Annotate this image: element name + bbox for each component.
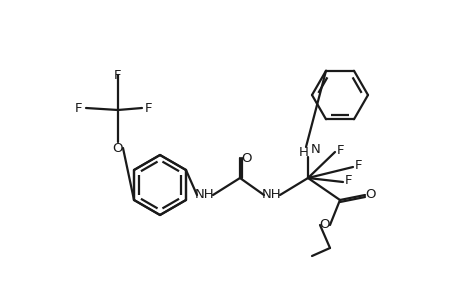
Text: O: O	[112, 142, 123, 154]
Text: NH: NH	[262, 188, 281, 202]
Text: O: O	[365, 188, 375, 202]
Text: O: O	[241, 152, 252, 164]
Text: N: N	[310, 142, 320, 155]
Text: F: F	[114, 68, 122, 82]
Text: NH: NH	[195, 188, 214, 202]
Text: F: F	[354, 158, 362, 172]
Text: F: F	[75, 101, 83, 115]
Text: F: F	[145, 101, 152, 115]
Text: F: F	[345, 173, 352, 187]
Text: O: O	[319, 218, 330, 232]
Text: F: F	[336, 143, 344, 157]
Text: H: H	[298, 146, 308, 158]
